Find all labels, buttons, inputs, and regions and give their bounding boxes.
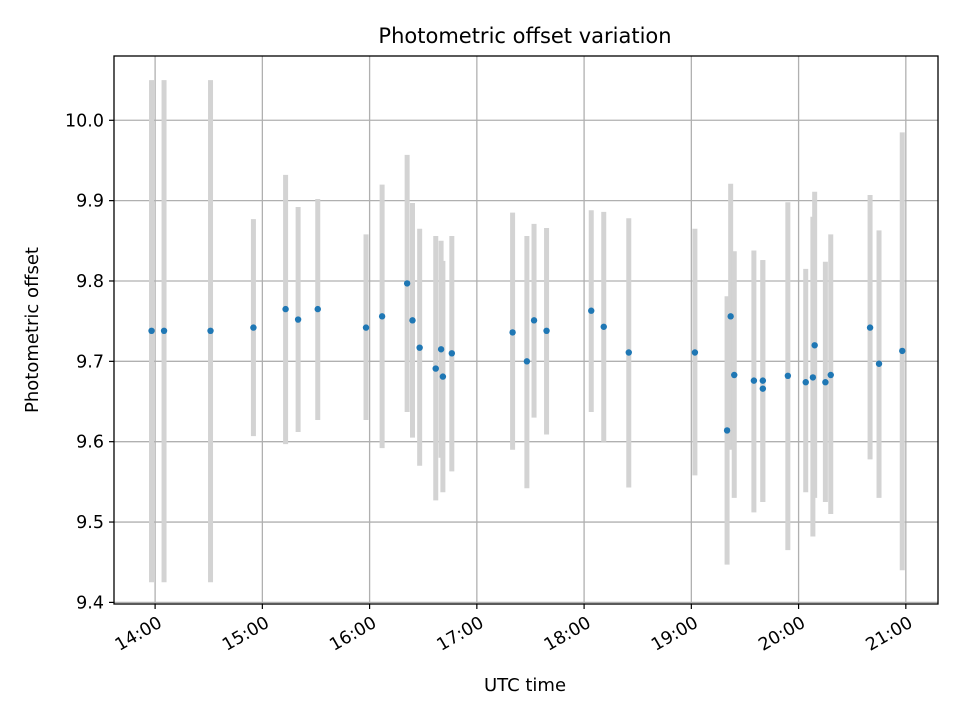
- data-point: [437, 346, 445, 353]
- data-point: [727, 313, 734, 320]
- x-tick-label: 17:00: [434, 613, 488, 656]
- data-point: [432, 365, 439, 372]
- data-point: [899, 347, 906, 355]
- data-point: [378, 313, 386, 320]
- data-point: [723, 427, 731, 434]
- data-point: [811, 342, 818, 349]
- data-point: [802, 379, 809, 386]
- y-tick-label: 9.5: [76, 513, 104, 533]
- data-point: [759, 385, 767, 392]
- y-tick-label: 9.7: [76, 352, 104, 372]
- data-point: [600, 323, 607, 330]
- data-point: [809, 374, 817, 381]
- error-bars: [149, 80, 905, 583]
- data-point: [866, 324, 874, 331]
- data-point: [543, 327, 550, 335]
- data-point: [250, 324, 257, 331]
- y-tick-label: 10.0: [65, 111, 104, 131]
- data-point: [439, 373, 447, 380]
- data-point: [750, 377, 758, 384]
- data-point: [362, 324, 370, 331]
- data-point: [409, 317, 416, 324]
- data-point: [691, 349, 699, 356]
- x-tick-label: 21:00: [863, 613, 917, 656]
- data-point: [625, 349, 632, 356]
- data-point: [314, 305, 321, 313]
- x-axis: 14:00 15:00 16:00 17:00 18:00 19:00 20:00 21:00: [112, 604, 916, 656]
- data-point: [822, 379, 829, 386]
- y-tick-label: 9.4: [76, 593, 104, 613]
- y-tick-label: 9.8: [76, 272, 104, 292]
- data-point: [530, 317, 538, 324]
- data-point: [207, 327, 214, 335]
- data-point: [160, 327, 168, 335]
- data-point: [403, 280, 411, 287]
- data-point: [875, 360, 883, 367]
- data-point: [148, 327, 155, 335]
- y-tick-label: 9.9: [76, 192, 104, 212]
- chart-title: Photometric offset variation: [378, 24, 671, 48]
- data-point: [282, 305, 289, 313]
- data-point: [827, 371, 834, 379]
- y-axis-label: Photometric offset: [22, 247, 43, 413]
- data-point: [588, 307, 595, 314]
- data-point: [784, 372, 792, 380]
- data-point: [759, 377, 767, 384]
- data-point: [416, 344, 423, 351]
- data-point: [448, 350, 456, 357]
- data-point: [523, 358, 531, 365]
- y-tick-label: 9.6: [76, 433, 104, 453]
- data-point: [294, 316, 302, 323]
- plot-frame: [113, 55, 939, 605]
- data-points: [148, 280, 906, 434]
- x-tick-label: 15:00: [219, 613, 273, 656]
- y-axis: 9.4 9.5 9.6 9.7 9.8 9.9 10.0: [65, 111, 114, 613]
- x-tick-label: 18:00: [541, 613, 595, 656]
- data-point: [509, 329, 516, 336]
- data-point: [731, 371, 738, 379]
- x-tick-label: 14:00: [112, 613, 166, 656]
- x-tick-label: 16:00: [326, 613, 380, 656]
- x-axis-label: UTC time: [484, 675, 566, 696]
- x-tick-label: 20:00: [755, 613, 809, 656]
- x-tick-label: 19:00: [648, 613, 702, 656]
